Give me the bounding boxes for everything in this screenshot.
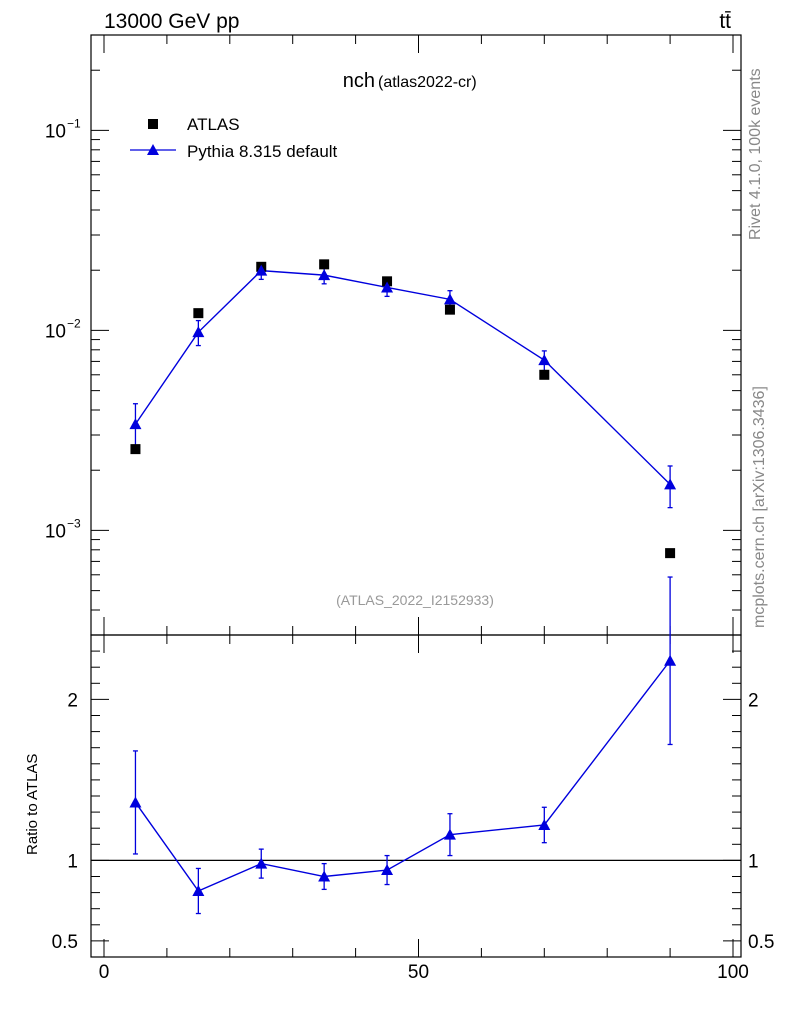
pythia-point [664, 478, 677, 490]
ratio-point [129, 796, 142, 808]
legend-label-pythia: Pythia 8.315 default [187, 142, 338, 161]
chart-title: nch [343, 70, 375, 92]
mcplots-label: mcplots.cern.ch [arXiv:1306.3436] [751, 386, 768, 628]
atlas-point [382, 276, 393, 287]
atlas-point [444, 304, 455, 315]
ratio-line [134, 660, 671, 892]
ratio-point [255, 857, 268, 869]
ratio-point [381, 864, 394, 876]
atlas-point [539, 369, 550, 380]
ratio-point [318, 870, 331, 882]
y-tick-exponent: −2 [67, 316, 81, 330]
legend-marker-pythia [147, 144, 159, 155]
y-tick-label: 10 [45, 121, 66, 142]
ratio-panel: 0.5 0.5 1 1 2 2 Ratio to ATLAS [24, 576, 774, 958]
pythia-point [318, 269, 331, 281]
ratio-tick-label-right: 2 [748, 690, 759, 711]
y-tick-label: 10 [45, 521, 66, 542]
chart-subtitle: (atlas2022-cr) [378, 74, 477, 91]
ratio-point [192, 884, 205, 896]
rivet-label: Rivet 4.1.0, 100k events [747, 68, 764, 240]
ratio-ylabel: Ratio to ATLAS [24, 754, 41, 855]
atlas-point [665, 548, 676, 559]
energy-label: 13000 GeV pp [104, 10, 239, 33]
ratio-point [538, 818, 551, 830]
x-tick-label: 100 [717, 962, 749, 983]
x-tick-label: 50 [408, 962, 429, 983]
y-tick-label: 10 [45, 321, 66, 342]
ratio-tick-label-left: 2 [67, 690, 78, 711]
pythia-point [381, 281, 394, 293]
pythia-point [443, 293, 456, 305]
ratio-tick-label-left: 0.5 [52, 932, 78, 953]
ratio-point [664, 654, 677, 666]
atlas-point [319, 259, 330, 270]
atlas-point [130, 444, 141, 455]
pythia-point [192, 326, 205, 338]
legend: ATLAS Pythia 8.315 default [130, 115, 338, 161]
ratio-point [443, 828, 456, 840]
pythia-point [129, 418, 142, 430]
pythia-line [134, 269, 671, 485]
legend-label-atlas: ATLAS [187, 115, 240, 134]
ratio-frame [90, 634, 742, 958]
x-tick-label: 0 [99, 962, 110, 983]
y-tick-exponent: −1 [67, 116, 81, 130]
pythia-point [255, 264, 268, 276]
pythia-point [538, 354, 551, 366]
ratio-tick-label-left: 1 [67, 851, 78, 872]
legend-marker-atlas [148, 119, 158, 129]
analysis-id: (ATLAS_2022_I2152933) [336, 592, 494, 608]
ratio-tick-label-right: 0.5 [748, 932, 774, 953]
process-label: tt̄ [719, 10, 731, 33]
atlas-point [193, 308, 204, 319]
main-panel: 10−310−210−1 nch (atlas2022-cr) (ATLAS_2… [45, 34, 742, 636]
y-tick-exponent: −3 [67, 516, 81, 530]
ratio-tick-label-right: 1 [748, 851, 759, 872]
